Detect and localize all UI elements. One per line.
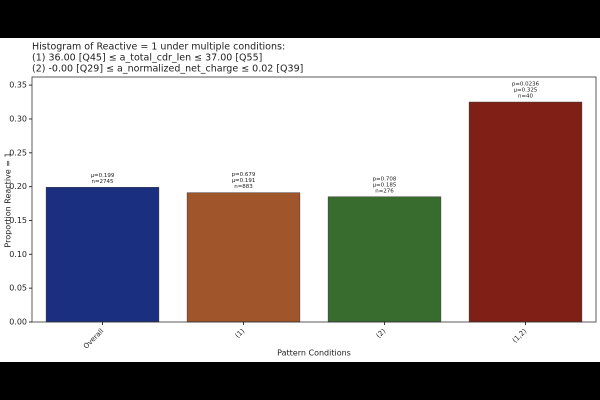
y-tick-label: 0.35 (9, 81, 27, 90)
bar (45, 187, 160, 323)
bar-annotation: p=0.0236 (512, 82, 540, 88)
y-tick-label: 0.20 (9, 182, 27, 191)
plot-frame (31, 76, 597, 323)
bar (468, 101, 583, 323)
chart-title: Histogram of Reactive = 1 under multiple… (32, 42, 285, 53)
y-tick-label: 0.00 (9, 318, 27, 327)
chart-title: (2) -0.00 [Q29] ≤ a_normalized_net_charg… (32, 64, 303, 75)
y-tick-label: 0.25 (9, 148, 27, 157)
bar-annotation: n=883 (234, 184, 253, 190)
bar-annotation: μ=0.199 (91, 173, 115, 179)
bar-annotation: n=40 (518, 94, 534, 100)
x-axis-label: Pattern Conditions (277, 349, 351, 358)
y-tick-label: 0.10 (9, 250, 27, 259)
bar-annotation: p=0.679 (232, 172, 256, 178)
bar (186, 192, 301, 323)
y-tick-label: 0.05 (9, 284, 27, 293)
y-tick-label: 0.15 (9, 216, 27, 225)
letterbox-top (0, 0, 600, 38)
letterbox-bottom (0, 362, 600, 400)
bar-annotation: μ=0.185 (373, 182, 397, 188)
bar-annotation: n=2745 (91, 179, 114, 185)
y-axis-label: Proportion Reactive = 1 (4, 152, 13, 247)
bar-annotation: n=276 (375, 188, 394, 194)
bar (327, 196, 442, 323)
chart-title: (1) 36.00 [Q45] ≤ a_total_cdr_len ≤ 37.0… (32, 53, 262, 64)
bar-annotation: p=0.708 (373, 176, 397, 182)
bar-annotation: μ=0.191 (232, 178, 256, 184)
y-tick-label: 0.30 (9, 114, 27, 123)
bar-annotation: μ=0.325 (514, 88, 538, 94)
